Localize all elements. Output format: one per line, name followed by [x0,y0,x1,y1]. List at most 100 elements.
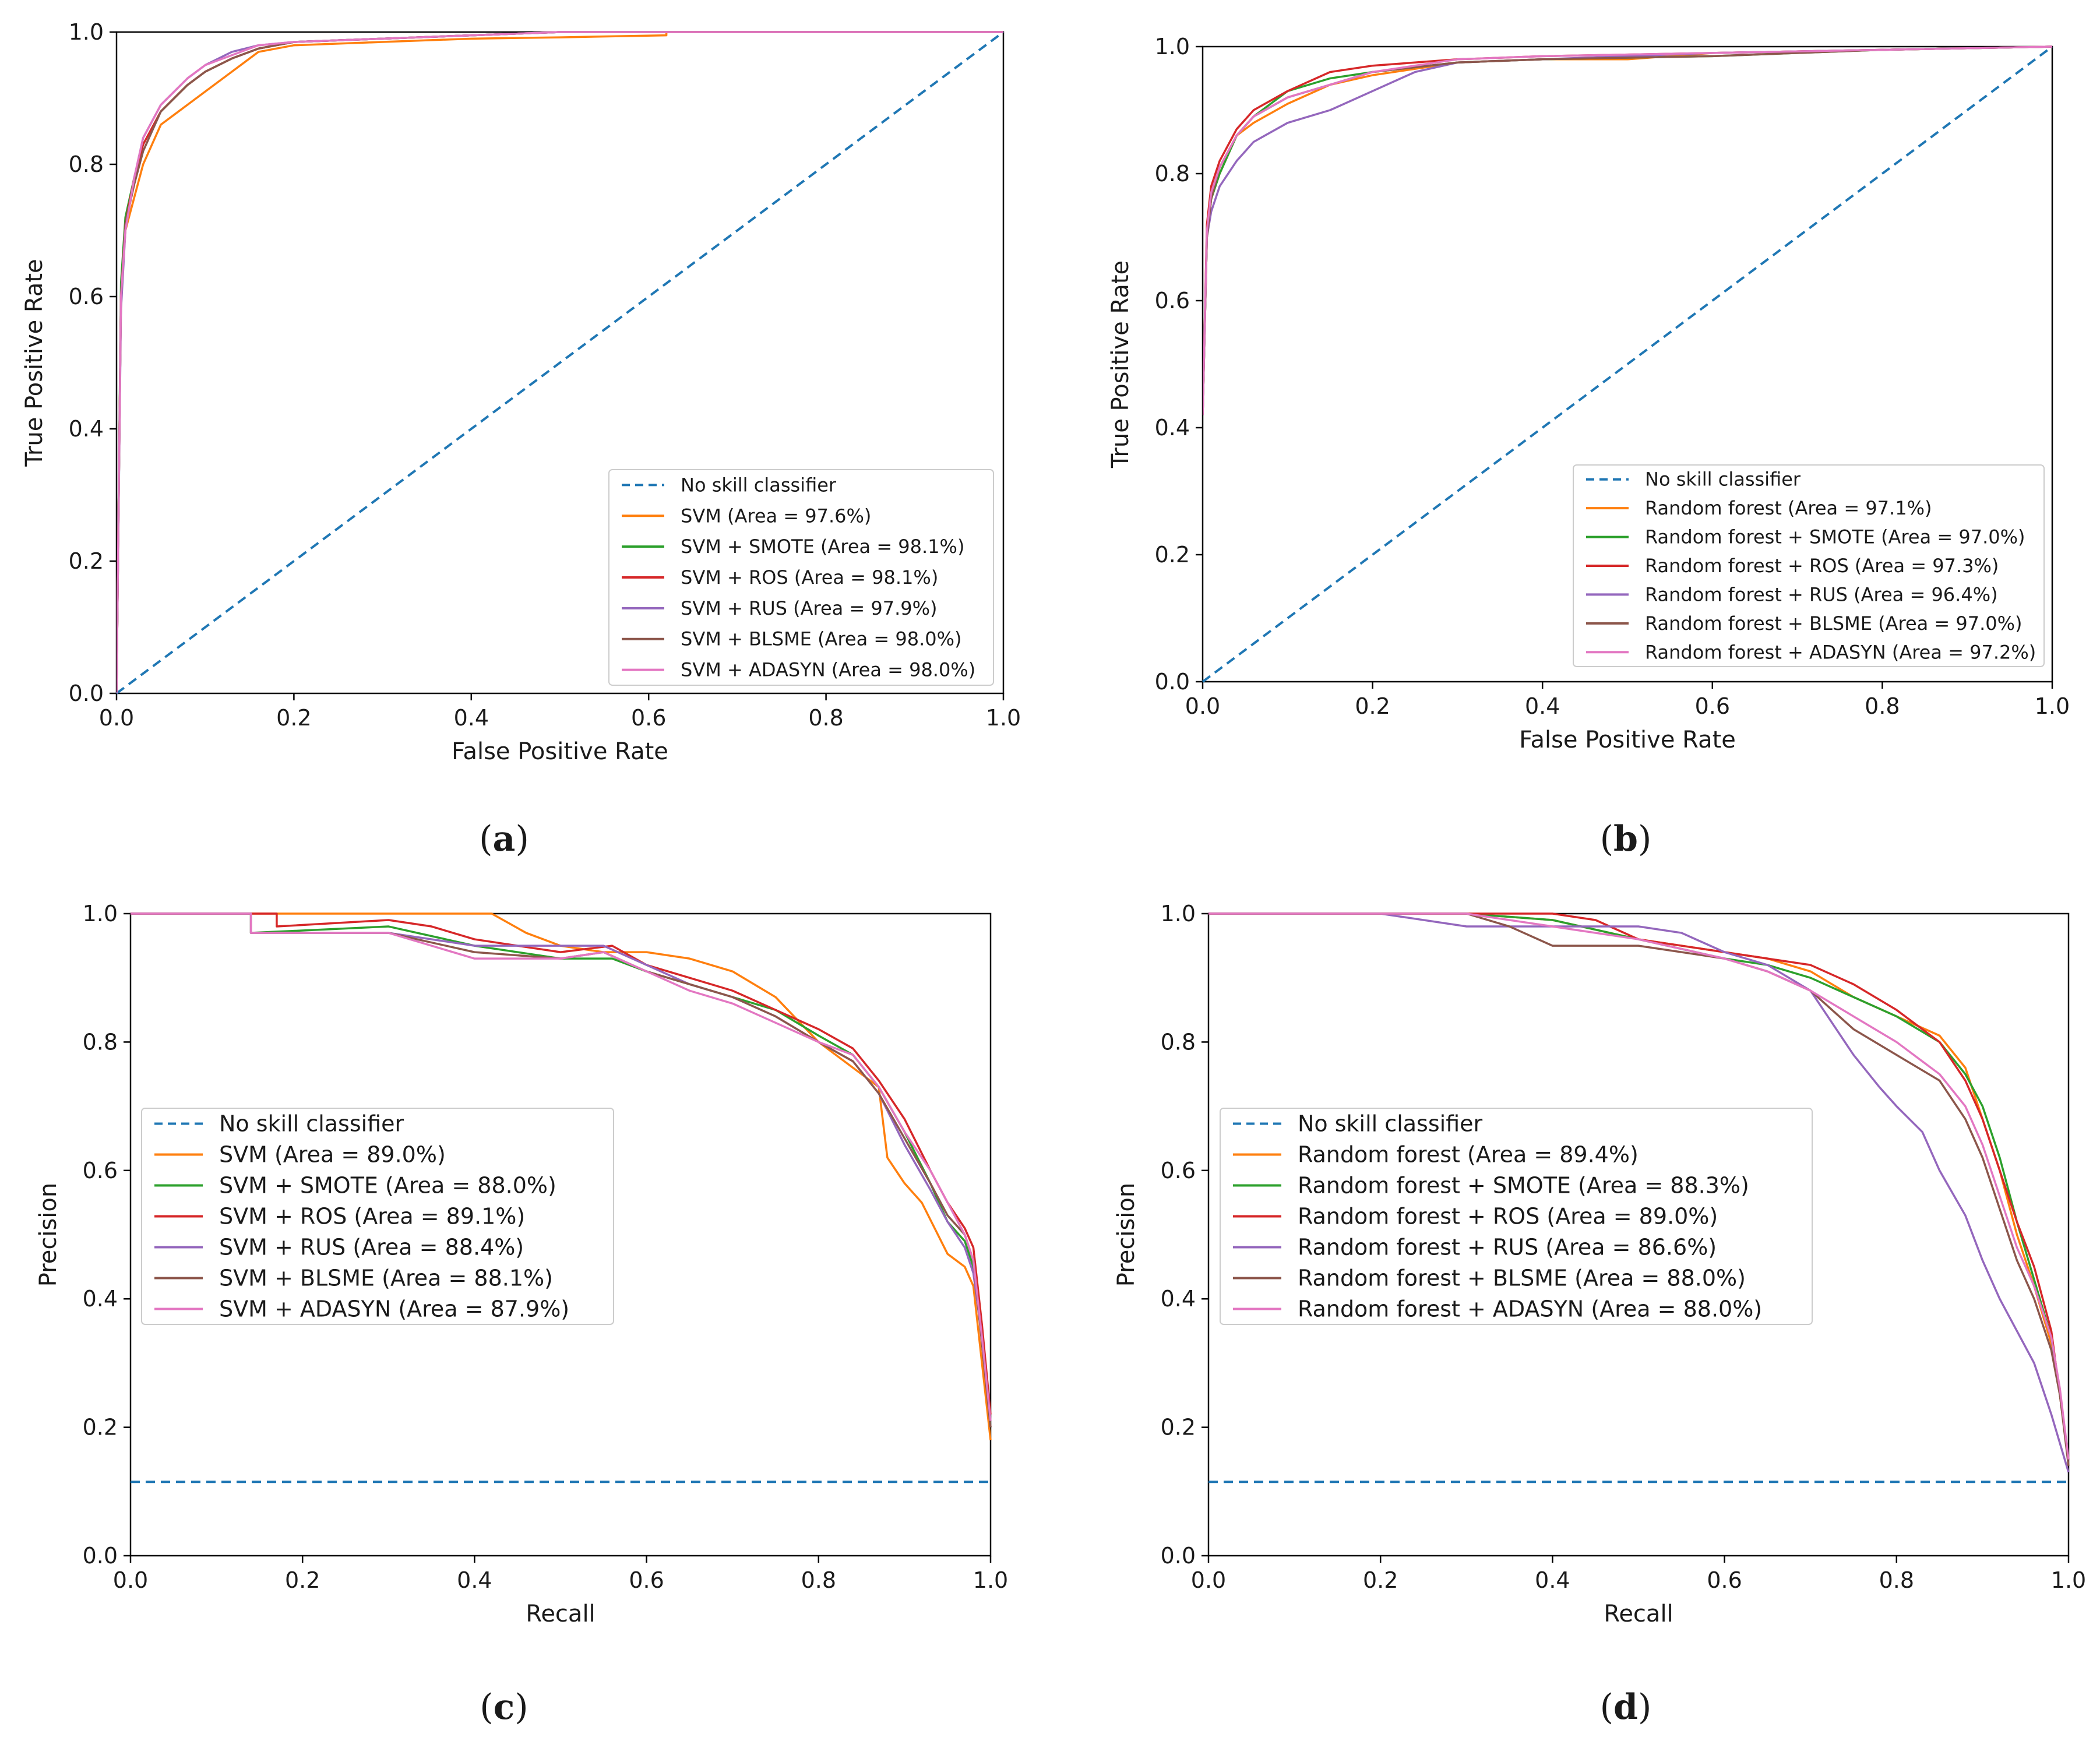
x-tick-label: 0.8 [801,1567,836,1593]
y-tick-label: 0.6 [1161,1158,1196,1183]
legend-entry-label: Random forest + ROS (Area = 97.3%) [1645,555,1999,577]
x-tick-label: 0.2 [285,1567,320,1593]
panel-label: (c) [480,1687,528,1728]
x-tick-label: 0.0 [1185,693,1220,719]
legend-entry-label: Random forest (Area = 89.4%) [1298,1142,1639,1168]
x-tick-label: 0.4 [1535,1567,1570,1593]
legend-entry-label: Random forest + ADASYN (Area = 88.0%) [1298,1296,1762,1322]
plot-frame [129,912,992,1557]
y-tick-label: 0.6 [69,284,104,309]
legend-entry-label: No skill classifier [681,474,837,496]
legend-entry-label: Random forest + BLSME (Area = 97.0%) [1645,612,2023,635]
legend-entry-label: SVM + SMOTE (Area = 98.1%) [681,535,964,558]
legend-entry-label: Random forest + RUS (Area = 96.4%) [1645,583,1998,605]
x-tick-label: 0.0 [1191,1567,1226,1593]
panel-c: 0.0 0.2 0.4 0.6 0.8 1.0 0.0 0.2 0.4 0.6 0.8 1.0 Reca… [35,901,1008,1728]
y-tick-label: 1.0 [69,19,104,45]
legend-entry-label: Random forest + SMOTE (Area = 97.0%) [1645,526,2025,548]
panel-d: 0.0 0.2 0.4 0.6 0.8 1.0 0.0 0.2 0.4 0.6 0.8 1.0 Reca… [1113,901,2086,1728]
series-line [1208,912,2070,1460]
legend-entry-label: SVM (Area = 89.0%) [219,1142,446,1168]
legend-entry-label: SVM + BLSME (Area = 98.0%) [681,628,961,650]
x-tick-label: 0.0 [99,705,134,731]
series-line [131,912,992,1428]
x-tick-label: 0.6 [1707,1567,1742,1593]
y-tick-label: 0.4 [69,416,104,442]
legend-entry-label: Random forest + ADASYN (Area = 97.2%) [1645,641,2036,663]
legend: No skill classifier SVM (Area = 97.6%) SVM… [608,469,994,686]
legend-entry-label: No skill classifier [1298,1111,1483,1137]
x-axis-label: Recall [1604,1601,1673,1627]
no-skill-baseline [115,31,1005,695]
legend-entry-label: SVM (Area = 97.6%) [681,505,871,527]
series-line [131,912,992,1415]
x-tick-label: 0.0 [113,1567,148,1593]
x-tick-label: 0.6 [629,1567,664,1593]
legend-entry-label: SVM + RUS (Area = 97.9%) [681,597,938,619]
legend-box [1573,464,2045,667]
series-line [1203,45,2053,415]
y-tick-label: 0.0 [1155,669,1190,695]
legend-entry-label: No skill classifier [219,1111,404,1137]
legend-entry-label: Random forest + ROS (Area = 89.0%) [1298,1204,1718,1229]
y-axis-label: Precision [35,1183,62,1287]
legend-entry-label: Random forest + SMOTE (Area = 88.3%) [1298,1173,1749,1199]
legend-entry-label: SVM + ROS (Area = 89.1%) [219,1204,525,1229]
x-axis-label: False Positive Rate [452,738,668,765]
series-line [131,912,992,1440]
series-line [1208,912,2070,1473]
y-tick-label: 1.0 [1155,34,1190,59]
legend-entry-label: SVM + SMOTE (Area = 88.0%) [219,1173,556,1199]
y-tick-label: 0.0 [1161,1543,1196,1569]
y-tick-label: 0.8 [83,1029,118,1055]
y-tick-label: 0.8 [1161,1029,1196,1055]
y-tick-label: 0.2 [69,548,104,574]
legend-entry-label: SVM + RUS (Area = 88.4%) [219,1235,524,1260]
series-line [131,912,992,1421]
legend: No skill classifier Random forest (Area =… [1573,464,2045,667]
x-tick-label: 1.0 [2035,693,2070,719]
x-tick-label: 0.8 [1865,693,1900,719]
series-line [1208,912,2070,1460]
no-skill-baseline [1201,45,2053,683]
legend-entry-label: No skill classifier [1645,468,1801,491]
plot-frame [1201,45,2053,683]
panels-container: 0.0 0.2 0.4 0.6 0.8 1.0 0.0 0.2 0.4 0.6 0.8 1.0 Fals… [21,19,2086,1728]
legend-entry-label: Random forest (Area = 97.1%) [1645,497,1932,519]
legend: No skill classifier SVM (Area = 89.0%) SVM… [141,1108,614,1325]
y-tick-label: 0.0 [83,1543,118,1569]
panel-label: (d) [1600,1687,1652,1728]
series-line [117,31,1003,694]
x-tick-label: 0.4 [1525,693,1560,719]
x-tick-label: 0.4 [457,1567,492,1593]
y-tick-label: 0.4 [1155,415,1190,440]
legend-entry-label: SVM + ROS (Area = 98.1%) [681,566,938,588]
y-tick-label: 0.6 [1155,288,1190,313]
legend-entry-label: SVM + BLSME (Area = 88.1%) [219,1266,553,1291]
y-tick-label: 1.0 [83,901,118,926]
panel-a: 0.0 0.2 0.4 0.6 0.8 1.0 0.0 0.2 0.4 0.6 0.8 1.0 Fals… [21,19,1021,859]
x-tick-label: 0.8 [1879,1567,1914,1593]
y-tick-label: 0.0 [69,681,104,706]
series-line [1208,912,2070,1460]
legend-box [1220,1108,1813,1325]
y-tick-label: 0.2 [83,1415,118,1440]
x-tick-label: 0.2 [1363,1567,1398,1593]
panel-label: (b) [1600,819,1652,859]
y-axis-label: True Positive Rate [1107,260,1134,468]
series-line [1203,45,2053,415]
y-tick-label: 1.0 [1161,901,1196,926]
legend-box [141,1108,614,1325]
y-axis-label: Precision [1113,1183,1140,1287]
y-axis-label: True Positive Rate [21,259,48,467]
x-tick-label: 1.0 [2051,1567,2086,1593]
legend-entry-label: SVM + ADASYN (Area = 87.9%) [219,1296,569,1322]
y-tick-label: 0.4 [1161,1286,1196,1312]
series-line [117,31,1003,694]
x-tick-label: 0.6 [1695,693,1730,719]
y-tick-label: 0.8 [69,151,104,177]
series-line [1208,912,2070,1466]
y-tick-label: 0.2 [1161,1415,1196,1440]
